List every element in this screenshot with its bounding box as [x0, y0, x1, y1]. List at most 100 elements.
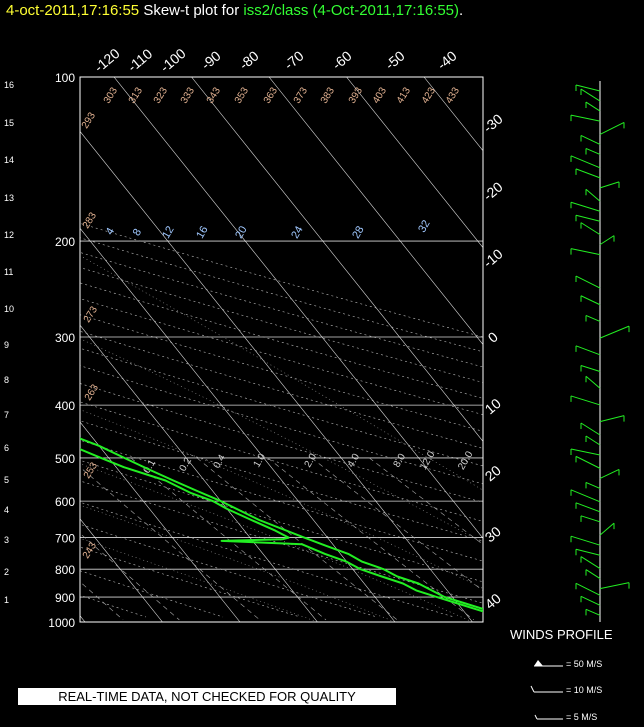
- height-km-label-5: 5: [4, 475, 9, 485]
- wind-barb: [575, 582, 601, 596]
- mixing-ratio-label-24: 24: [289, 224, 306, 241]
- wind-barb-shaft: [585, 375, 601, 389]
- right-temp-label-40: 40: [482, 590, 504, 612]
- moist-adiabat-30: [80, 338, 483, 544]
- mixing-line-8: [267, 457, 474, 621]
- wind-barb-shaft: [575, 582, 601, 596]
- isotherm-10: [80, 130, 473, 622]
- wind-barb-shaft: [570, 201, 601, 212]
- top-temp-label--90: -90: [198, 47, 224, 72]
- dry-adiabat-413: [80, 267, 483, 383]
- mixing-line-2: [130, 457, 327, 621]
- dry-adiabat-label-313: 313: [127, 85, 145, 105]
- wind-barb-shaft: [580, 365, 601, 373]
- wind-barb: [599, 181, 620, 189]
- wind-barb: [570, 448, 601, 456]
- wind-barb: [580, 365, 601, 373]
- wind-barb: [585, 569, 601, 580]
- dry-adiabat-343: [80, 383, 483, 503]
- wind-barb: [599, 415, 625, 423]
- wind-barb-shaft: [575, 168, 601, 179]
- dry-adiabat-293: [80, 480, 483, 604]
- pressure-label-800: 800: [55, 563, 75, 577]
- quality-banner: REAL-TIME DATA, NOT CHECKED FOR QUALITY: [18, 688, 396, 705]
- wind-barb: [580, 295, 601, 306]
- moist-adiabat--10: [80, 537, 318, 622]
- wind-barb-shaft: [570, 155, 601, 169]
- height-km-label-12: 12: [4, 230, 14, 240]
- wind-barb-shaft: [570, 248, 601, 256]
- title-timestamp: 4-oct-2011,17:16:55: [6, 2, 140, 19]
- dry-adiabat-403: [80, 282, 483, 399]
- wind-barb: [575, 548, 601, 556]
- dry-adiabat-333: [80, 401, 483, 522]
- wind-legend-10-barb: [530, 685, 535, 693]
- wind-barb-shaft: [599, 582, 630, 590]
- wind-barb-shaft: [575, 502, 601, 513]
- dewpoint-trace: [80, 448, 483, 613]
- isotherm--20: [80, 421, 241, 622]
- wind-barb: [575, 502, 601, 513]
- wind-barb-shaft: [599, 522, 615, 536]
- dry-adiabat-443: [80, 223, 483, 338]
- wind-barb: [580, 422, 601, 436]
- wind-profile: [530, 81, 630, 720]
- right-temp-label--20: -20: [480, 178, 506, 203]
- dry-adiabat-353: [80, 365, 483, 485]
- dry-adiabat-label-383: 383: [319, 85, 337, 105]
- height-km-label-10: 10: [4, 304, 14, 314]
- wind-barb-shaft: [580, 556, 601, 569]
- dry-adiabat-label-343: 343: [205, 85, 223, 105]
- top-temp-label--70: -70: [281, 47, 307, 72]
- height-km-label-15: 15: [4, 118, 14, 128]
- wind-barb: [580, 88, 601, 102]
- wind-barb-shaft: [585, 314, 601, 322]
- wind-legend-50-label: = 50 M/S: [566, 659, 603, 669]
- wind-barb: [585, 435, 601, 446]
- isotherm-30: [191, 77, 483, 442]
- moist-adiabat-10: [80, 463, 473, 622]
- wind-barb-shaft: [585, 148, 601, 155]
- pressure-label-200: 200: [55, 235, 75, 249]
- wind-barb-shaft: [599, 235, 615, 246]
- wind-barb-shaft: [585, 608, 601, 616]
- wind-barb: [585, 314, 601, 322]
- pressure-label-1000: 1000: [48, 616, 75, 630]
- dry-adiabat-label-333: 333: [179, 85, 197, 105]
- wind-legend-5-barb: [534, 714, 538, 720]
- mixing-line-0.2: [80, 581, 124, 621]
- title-prefix: Skew-t plot for: [139, 2, 244, 19]
- wind-barb-shaft: [570, 114, 601, 122]
- wind-barb-shaft: [575, 214, 601, 222]
- top-temp-label--80: -80: [236, 47, 262, 72]
- wind-barb-shaft: [575, 455, 601, 469]
- mixing-line-1: [80, 466, 260, 621]
- wind-barb-shaft: [575, 84, 601, 92]
- top-temp-label--110: -110: [124, 45, 155, 75]
- wind-legend-pennant: [534, 660, 543, 666]
- wind-barb: [575, 84, 601, 92]
- top-temp-label--120: -120: [91, 45, 123, 75]
- wind-barb-shaft: [599, 415, 625, 423]
- wind-barb: [570, 395, 601, 406]
- wind-barb-shaft: [580, 295, 601, 306]
- wind-barb: [580, 595, 601, 606]
- dry-adiabat-323: [80, 420, 483, 542]
- wind-barb-shaft: [570, 448, 601, 456]
- pressure-label-300: 300: [55, 331, 75, 345]
- dry-adiabat-373: [80, 330, 483, 449]
- right-temp-label-30: 30: [482, 523, 504, 545]
- wind-barb-shaft: [570, 489, 601, 503]
- height-km-label-4: 4: [4, 505, 9, 515]
- wind-barb: [580, 134, 601, 145]
- wind-barb: [599, 582, 630, 590]
- wind-barb: [599, 522, 615, 536]
- right-temp-label--30: -30: [480, 110, 506, 135]
- wind-barb-shaft: [585, 101, 601, 112]
- pressure-label-100: 100: [55, 71, 75, 85]
- mixing-ratio-label-20: 20: [233, 224, 250, 241]
- wind-barb: [599, 235, 615, 246]
- height-km-label-13: 13: [4, 193, 14, 203]
- lower-mixing-label-8.0: 8.0: [392, 452, 409, 470]
